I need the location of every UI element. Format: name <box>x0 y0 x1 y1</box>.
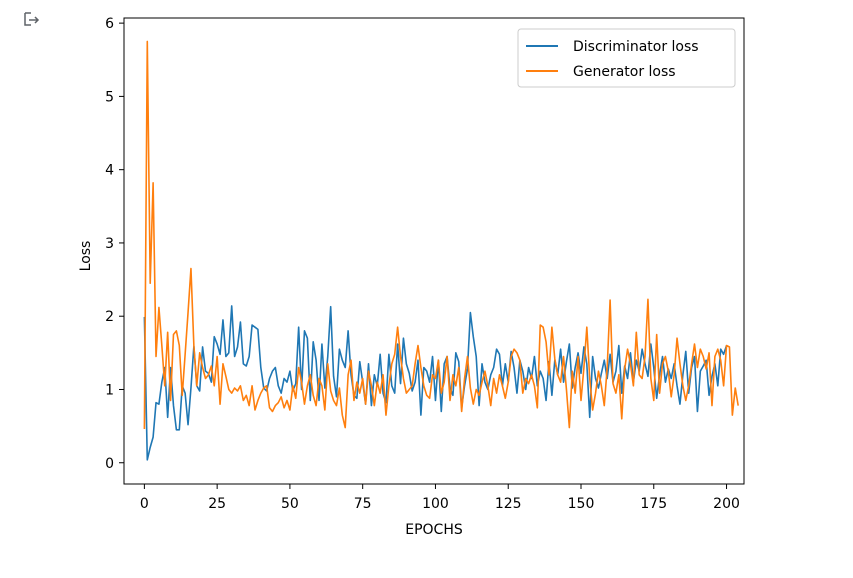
legend-label-discriminator: Discriminator loss <box>573 39 699 55</box>
y-tick-label: 5 <box>105 89 114 105</box>
y-tick-label: 0 <box>105 456 114 472</box>
legend-label-generator: Generator loss <box>573 64 676 80</box>
x-tick-label: 125 <box>495 496 522 512</box>
y-tick-label: 2 <box>105 309 114 325</box>
x-tick-label: 50 <box>281 496 299 512</box>
legend: Discriminator loss Generator loss <box>517 28 736 88</box>
generator-loss-line <box>143 40 739 430</box>
y-tick-label: 3 <box>105 236 114 252</box>
x-tick-label: 0 <box>140 496 149 512</box>
x-tick-label: 75 <box>354 496 372 512</box>
x-tick-label: 175 <box>640 496 667 512</box>
series-lines <box>143 40 739 461</box>
x-tick-label: 150 <box>568 496 595 512</box>
x-tick-label: 25 <box>208 496 226 512</box>
y-tick-label: 1 <box>105 382 114 398</box>
x-tick-label: 100 <box>422 496 449 512</box>
y-tick-label: 4 <box>105 163 114 179</box>
x-axis-title: EPOCHS <box>405 522 463 538</box>
legend-box <box>517 28 736 88</box>
plot-area <box>123 17 745 485</box>
y-axis: 0 1 2 3 4 5 6 <box>105 16 124 472</box>
output-redirect-icon <box>22 10 42 30</box>
x-tick-label: 200 <box>713 496 740 512</box>
y-axis-title: Loss <box>78 241 94 272</box>
y-tick-label: 6 <box>105 16 114 32</box>
x-axis: 0 25 50 75 100 125 150 175 200 <box>140 484 740 512</box>
